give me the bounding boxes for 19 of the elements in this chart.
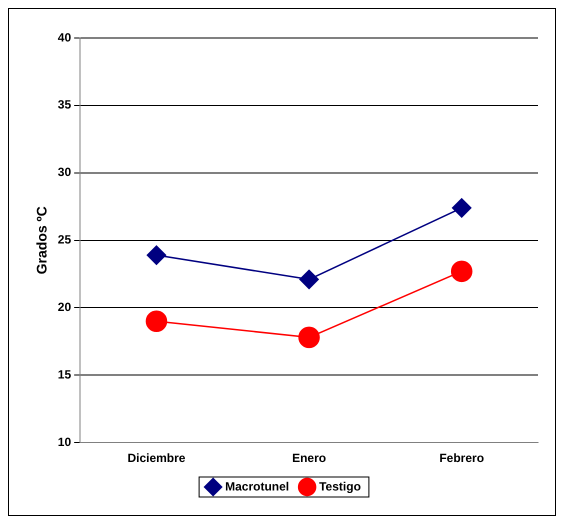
- legend-label: Testigo: [319, 479, 361, 494]
- point: [299, 270, 319, 290]
- legend-label: Macrotunel: [225, 479, 290, 494]
- point: [298, 326, 320, 348]
- x-tick-label: Diciembre: [127, 451, 186, 466]
- y-tick-label: 15: [58, 367, 72, 382]
- point: [452, 198, 472, 218]
- point: [146, 310, 168, 332]
- y-tick-label: 10: [58, 434, 72, 449]
- point: [146, 245, 166, 265]
- y-tick-label: 30: [58, 165, 72, 180]
- y-tick-label: 35: [58, 98, 72, 112]
- y-tick-label: 25: [58, 232, 72, 247]
- y-tick-label: 20: [58, 300, 72, 314]
- x-tick-label: Enero: [292, 451, 326, 466]
- y-tick-label: 40: [58, 30, 72, 44]
- x-tick-label: Febrero: [439, 451, 484, 466]
- y-axis-title: Grados ºC: [33, 206, 50, 274]
- point: [450, 260, 472, 282]
